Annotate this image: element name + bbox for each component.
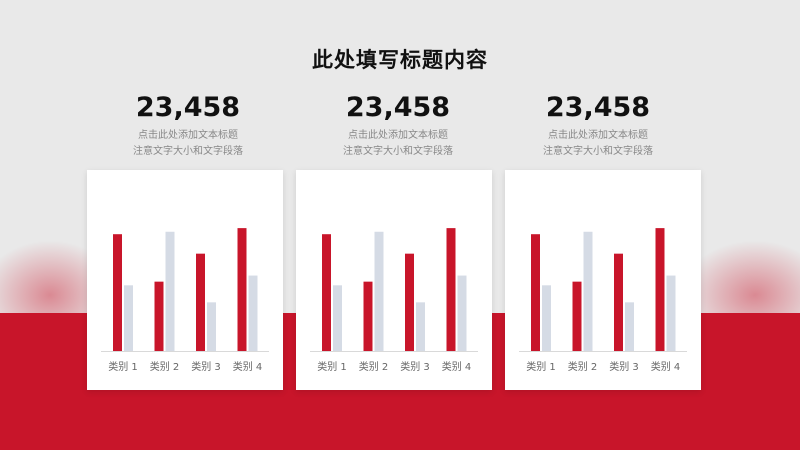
stat-desc-line2: 注意文字大小和文字段落 bbox=[543, 146, 653, 157]
x-tick-label: 类别 2 bbox=[150, 360, 180, 373]
bar-series-1-2 bbox=[572, 281, 582, 351]
bar-chart: 类别 1 类别 2 类别 3 类别 4 bbox=[519, 228, 687, 373]
stat-value: 23,458 bbox=[545, 92, 651, 123]
bar-series-2-1 bbox=[542, 285, 551, 351]
stat-desc-line1: 点击此处添加文本标题 bbox=[138, 130, 238, 141]
bar-chart: 类别 1 类别 2 类别 3 类别 4 bbox=[101, 228, 269, 373]
x-tick-label: 类别 3 bbox=[400, 360, 430, 373]
page-title: 此处填写标题内容 bbox=[312, 48, 488, 72]
x-tick-label: 类别 3 bbox=[609, 360, 639, 373]
x-tick-label: 类别 4 bbox=[233, 360, 263, 373]
bar-series-1-1 bbox=[322, 234, 331, 351]
bar-series-1-4 bbox=[237, 228, 247, 351]
chart-card-2: 类别 1 类别 2 类别 3 类别 4 bbox=[296, 170, 492, 390]
bar-chart: 类别 1 类别 2 类别 3 类别 4 bbox=[310, 228, 478, 373]
bar-series-2-4 bbox=[666, 275, 676, 351]
stat-desc-line1: 点击此处添加文本标题 bbox=[548, 130, 648, 141]
stat-desc-line2: 注意文字大小和文字段落 bbox=[133, 146, 243, 157]
bar-series-2-2 bbox=[165, 231, 175, 351]
x-tick-label: 类别 1 bbox=[526, 360, 556, 373]
bar-series-2-4 bbox=[248, 275, 258, 351]
bar-series-1-2 bbox=[154, 281, 164, 351]
bar-series-2-2 bbox=[374, 231, 384, 351]
x-tick-label: 类别 2 bbox=[568, 360, 598, 373]
stat-value: 23,458 bbox=[135, 92, 241, 123]
bar-series-1-3 bbox=[614, 253, 623, 351]
bar-series-1-3 bbox=[405, 253, 414, 351]
x-tick-label: 类别 2 bbox=[359, 360, 389, 373]
bar-series-2-1 bbox=[124, 285, 133, 351]
bar-series-2-4 bbox=[457, 275, 467, 351]
bar-series-1-4 bbox=[446, 228, 456, 351]
x-tick-label: 类别 4 bbox=[442, 360, 472, 373]
bar-series-2-3 bbox=[416, 302, 425, 351]
chart-card-1: 类别 1 类别 2 类别 3 类别 4 bbox=[87, 170, 283, 390]
bar-series-1-1 bbox=[531, 234, 540, 351]
bar-series-2-1 bbox=[333, 285, 342, 351]
stat-block-3: 23,458 点击此处添加文本标题 注意文字大小和文字段落 bbox=[498, 90, 698, 160]
stat-block-1: 23,458 点击此处添加文本标题 注意文字大小和文字段落 bbox=[88, 90, 288, 160]
x-tick-label: 类别 3 bbox=[191, 360, 221, 373]
bar-series-1-2 bbox=[363, 281, 373, 351]
bar-series-2-3 bbox=[207, 302, 216, 351]
bar-series-2-3 bbox=[625, 302, 634, 351]
stat-value: 23,458 bbox=[345, 92, 451, 123]
bar-series-1-3 bbox=[196, 253, 205, 351]
stat-desc-line2: 注意文字大小和文字段落 bbox=[343, 146, 453, 157]
bar-series-2-2 bbox=[583, 231, 593, 351]
x-tick-label: 类别 1 bbox=[317, 360, 347, 373]
stat-desc-line1: 点击此处添加文本标题 bbox=[348, 130, 448, 141]
bar-series-1-1 bbox=[113, 234, 122, 351]
bar-series-1-4 bbox=[655, 228, 665, 351]
x-tick-label: 类别 4 bbox=[651, 360, 681, 373]
stat-block-2: 23,458 点击此处添加文本标题 注意文字大小和文字段落 bbox=[298, 90, 498, 160]
chart-card-3: 类别 1 类别 2 类别 3 类别 4 bbox=[505, 170, 701, 390]
x-tick-label: 类别 1 bbox=[108, 360, 138, 373]
